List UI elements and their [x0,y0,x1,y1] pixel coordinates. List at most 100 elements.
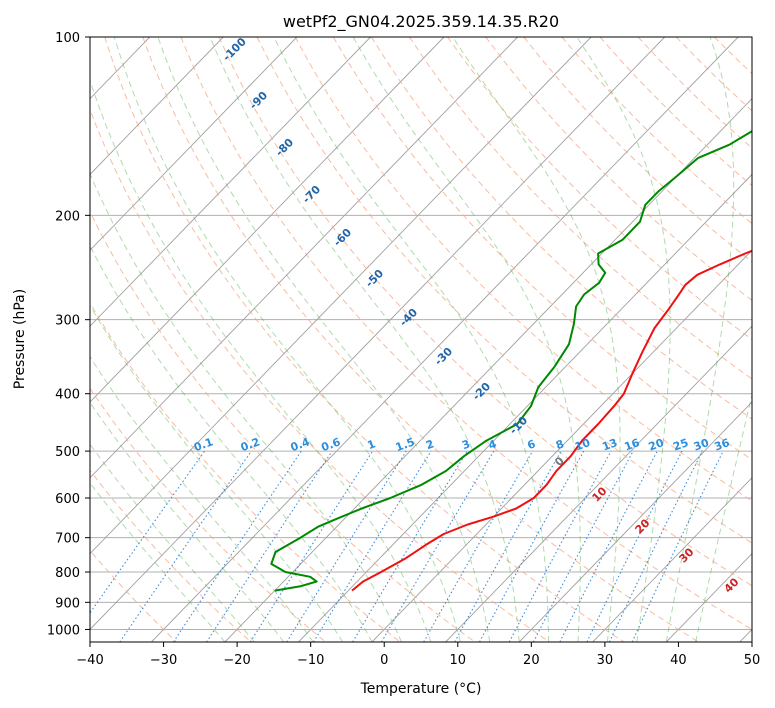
x-tick-label: 10 [450,653,467,668]
dry-adiabat-line [485,37,752,302]
y-tick-label: 900 [55,596,80,611]
mixing-ratio-label: 25 [671,436,690,453]
mixing-ratio-line [559,450,658,642]
moist-adiabat-line [113,37,461,642]
dry-adiabat-line [332,37,752,461]
mixing-ratio-line [249,450,374,642]
dry-adiabat-label: -80 [273,136,296,159]
dry-adiabat-line [294,37,752,502]
moist-adiabat-line [90,443,255,642]
isotherm-line [0,37,3,642]
profile-lines [270,129,752,592]
x-tick-label: −20 [223,653,250,668]
x-axis: −40 −30 −20 −10 0 10 20 30 40 50 [76,642,760,668]
mixing-ratio-line [532,450,634,642]
dry-adiabat-label: -100 [220,35,249,64]
x-axis-title: Temperature (°C) [360,681,482,697]
mixing-ratio-label: 0.6 [320,435,343,454]
dewpoint-profile-line [270,129,752,592]
dry-adiabat-line [90,108,550,642]
mixing-ratio-label: 20 [647,436,666,454]
moist-adiabat-line [665,37,735,642]
mixing-ratio-label: 10 [573,436,592,454]
mixing-ratio-line [631,450,724,642]
dry-adiabat-label: -10 [507,414,530,437]
dry-adiabat-line [218,37,752,587]
x-tick-label: 30 [597,653,614,668]
mixing-ratio-label: 1.5 [394,435,417,454]
y-tick-label: 700 [55,532,80,547]
y-tick-label: 100 [55,31,80,46]
mixing-ratio-label: 0.4 [289,435,312,454]
temperature-profile-line [351,249,752,592]
background-lines [0,37,775,642]
x-tick-label: −30 [150,653,177,668]
mixing-ratio-label: 4 [487,437,499,452]
isotherm-line [90,37,445,403]
y-tick-label: 400 [55,388,80,403]
dry-adiabat-label: -50 [363,267,386,290]
dry-adiabat-label: 40 [722,575,742,595]
mixing-ratio-line [352,450,468,642]
mixing-ratio-label: 0.2 [239,435,262,454]
isotherm-line [90,37,592,555]
dry-adiabat-line [90,210,476,642]
mixing-ratio-line [423,450,534,642]
moist-adiabat-line [90,482,226,642]
moist-adiabat-line [90,304,344,642]
dry-adiabat-line [90,549,177,642]
dry-adiabat-line [90,387,327,642]
isotherm-line [298,173,752,642]
isotherm-line [739,628,752,642]
moist-adiabat-line [90,401,285,642]
mixing-ratio-label: 16 [623,436,642,454]
mixing-ratio-label: 3 [460,437,472,452]
x-tick-label: −40 [76,653,103,668]
chart-title: wetPf2_GN04.2025.359.14.35.R20 [283,12,559,32]
x-tick-label: 20 [523,653,540,668]
x-tick-label: 40 [670,653,687,668]
dry-adiabat-label: 10 [590,484,610,504]
dry-adiabat-label: -90 [247,89,270,112]
isotherm-line [445,325,752,642]
mixing-ratio-label: 1 [366,437,378,452]
moist-adiabat-line [452,37,621,642]
moist-adiabat-line [576,37,671,642]
mixing-ratio-line [313,450,432,642]
dry-adiabat-line [370,37,752,420]
isotherm-line [592,477,752,642]
mixing-ratio-label: 8 [554,437,566,452]
dry-adiabat-line [752,37,775,642]
mixing-ratio-label: 13 [600,436,619,453]
x-tick-label: −10 [297,653,324,668]
dry-adiabat-label: 30 [677,545,697,565]
mixing-ratio-label: 2 [424,437,436,452]
y-tick-label: 300 [55,314,80,329]
isotherm-line [90,37,666,631]
mixing-ratio-label: 0.1 [192,435,215,454]
moist-adiabat-line [209,37,520,642]
isotherm-line [224,97,752,642]
isotherm-line [371,249,752,642]
mixing-ratio-line [90,450,206,614]
moist-adiabat-line [695,392,752,642]
mixing-ratio-labels: 0.1 0.2 0.4 0.6 1 1.5 2 3 4 6 8 10 13 16 20 25 30 36 [192,435,732,454]
mixing-ratio-label: 6 [526,437,538,452]
moist-adiabat-line [90,78,432,642]
mixing-ratio-line [586,450,683,642]
isotherm-line [90,37,518,479]
y-tick-label: 500 [55,445,80,460]
y-tick-label: 200 [55,209,80,224]
mixing-ratio-line [206,450,333,642]
y-tick-label: 1000 [47,623,80,638]
dry-adiabat-line [561,37,752,225]
dry-adiabat-label: -30 [432,345,455,368]
isotherm-line [90,37,298,251]
moist-adiabat-line [90,244,373,642]
dry-adiabat-line [90,469,252,642]
y-axis: 100 200 300 400 500 600 700 800 900 1000 [47,31,90,638]
isotherm-line [90,37,224,176]
y-tick-label: 600 [55,492,80,507]
y-tick-label: 800 [55,566,80,581]
